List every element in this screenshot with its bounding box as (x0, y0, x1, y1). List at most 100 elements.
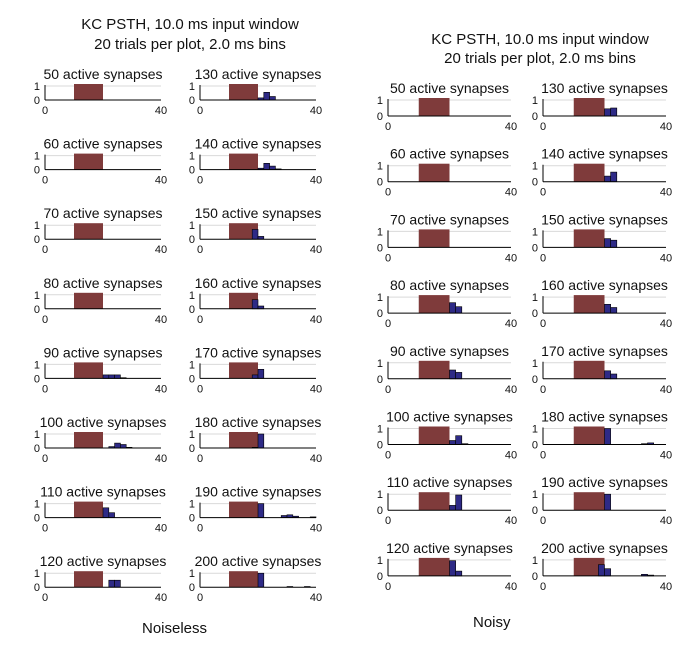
x-tick-label: 40 (505, 252, 517, 264)
stimulus-window (418, 98, 450, 116)
y-tick-label: 1 (377, 226, 383, 238)
x-tick-label: 40 (155, 383, 167, 395)
x-tick-label: 40 (155, 592, 167, 604)
x-tick-label: 0 (42, 383, 48, 395)
y-tick-label: 0 (532, 308, 538, 320)
y-tick-label: 1 (532, 424, 538, 436)
histogram-bar (610, 307, 618, 314)
stimulus-window (418, 360, 450, 379)
histogram-bar (610, 107, 618, 117)
x-tick-label: 40 (310, 592, 322, 604)
stimulus-window (418, 163, 450, 182)
x-tick-label: 40 (505, 187, 517, 199)
y-tick-label: 1 (34, 290, 40, 302)
histogram-bar (598, 564, 605, 577)
y-tick-label: 1 (532, 226, 538, 238)
stimulus-window (573, 360, 605, 379)
subplot-title: 60 active synapses (43, 136, 162, 152)
y-tick-label: 1 (189, 359, 195, 371)
stimulus-window (573, 229, 605, 248)
histogram-bar (102, 507, 110, 518)
histogram-bar (257, 572, 265, 588)
x-tick-label: 0 (42, 314, 48, 326)
x-tick-label: 40 (505, 581, 517, 593)
histogram-bar (610, 373, 618, 380)
x-tick-label: 40 (310, 523, 322, 535)
y-tick-label: 0 (34, 373, 40, 385)
x-tick-label: 40 (155, 314, 167, 326)
subplot-title: 130 active synapses (195, 66, 322, 82)
histogram-bar (604, 175, 611, 183)
histogram-bar (604, 238, 611, 248)
x-tick-label: 40 (505, 384, 517, 396)
subplot: 50 active synapses 1 00 40 (377, 80, 517, 133)
y-tick-label: 0 (532, 440, 538, 452)
subplot-title: 130 active synapses (541, 80, 668, 96)
histogram-bar (604, 568, 611, 577)
x-tick-label: 0 (540, 187, 546, 199)
y-tick-label: 0 (532, 571, 538, 583)
y-tick-label: 0 (189, 373, 195, 385)
x-tick-label: 0 (197, 523, 203, 535)
histogram-bar (449, 440, 456, 445)
subplot-title: 50 active synapses (43, 66, 162, 82)
panel-title-line2: 20 trials per plot, 2.0 ms bins (444, 50, 636, 67)
y-tick-label: 1 (189, 568, 195, 580)
x-tick-label: 0 (540, 252, 546, 264)
x-tick-label: 40 (660, 187, 672, 199)
y-tick-label: 0 (34, 165, 40, 177)
histogram-bar (604, 493, 611, 511)
x-tick-label: 40 (660, 121, 672, 133)
histogram-bar (108, 579, 115, 588)
stimulus-window (418, 557, 450, 576)
stimulus-window (74, 432, 103, 448)
stimulus-window (74, 571, 103, 588)
stimulus-window (573, 163, 605, 182)
histogram-bar (120, 444, 127, 449)
y-tick-label: 1 (532, 489, 538, 501)
y-tick-label: 0 (532, 242, 538, 254)
histogram-bar (108, 512, 115, 518)
panel-caption-noiseless: Noiseless (142, 620, 208, 637)
subplot-title: 90 active synapses (390, 343, 509, 359)
panel-title-line1: KC PSTH, 10.0 ms input window (431, 31, 649, 48)
x-tick-label: 0 (197, 175, 203, 187)
y-tick-label: 1 (377, 358, 383, 370)
subplot-title: 160 active synapses (195, 275, 322, 291)
stimulus-window (74, 362, 103, 379)
y-tick-label: 0 (377, 177, 383, 189)
x-tick-label: 40 (155, 105, 167, 117)
histogram-bar (604, 428, 611, 445)
y-tick-label: 1 (189, 220, 195, 232)
y-tick-label: 0 (189, 234, 195, 246)
y-tick-label: 1 (189, 81, 195, 93)
y-tick-label: 0 (377, 111, 383, 123)
y-tick-label: 1 (189, 499, 195, 511)
y-tick-label: 1 (377, 555, 383, 567)
y-tick-label: 1 (34, 429, 40, 441)
y-tick-label: 1 (34, 151, 40, 163)
histogram-bar (455, 494, 463, 511)
x-tick-label: 0 (540, 581, 546, 593)
subplot-title: 150 active synapses (541, 211, 668, 227)
stimulus-window (74, 84, 103, 100)
histogram-bar (251, 374, 259, 379)
subplot: 90 active synapses 1 00 40 (377, 343, 517, 396)
histogram-bar (263, 92, 270, 101)
x-tick-label: 40 (155, 523, 167, 535)
subplot-title: 60 active synapses (390, 146, 509, 162)
y-tick-label: 1 (34, 81, 40, 93)
